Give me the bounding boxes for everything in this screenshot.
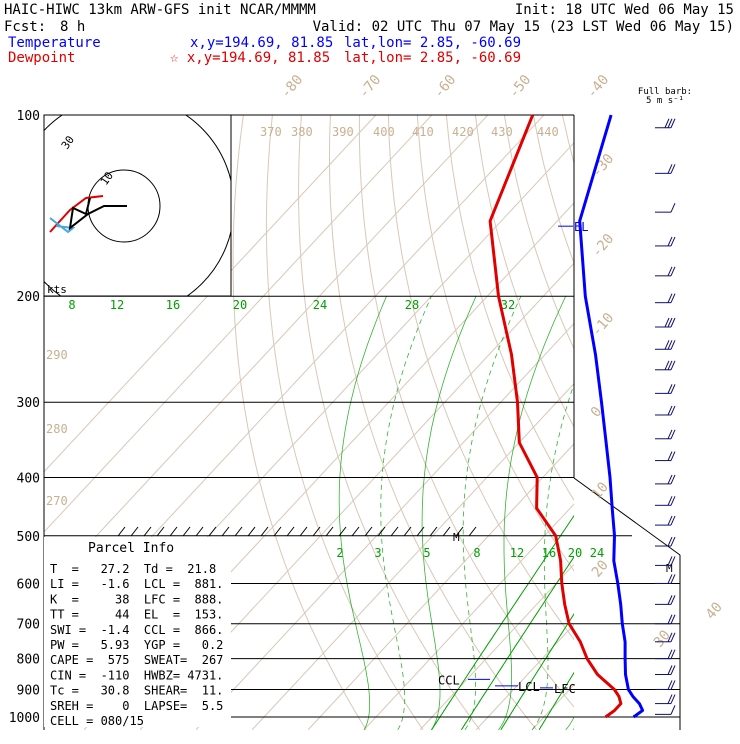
ccl-label: CCL — [438, 673, 460, 687]
valid-time: Valid: 02 UTC Thu 07 May 15 (23 LST Wed … — [313, 19, 734, 35]
mixing-ratio-label-lower: 12 — [510, 546, 524, 560]
lcl-label: LCL — [518, 680, 540, 694]
mixing-ratio-label-lower: 16 — [542, 546, 556, 560]
parcel-info-panel: Parcel Info T = 27.2 Td = 21.8LI = -1.6 … — [44, 537, 231, 728]
parcel-info-rows: T = 27.2 Td = 21.8LI = -1.6 LCL = 881.K … — [50, 562, 223, 728]
theta-label: 370 — [260, 125, 282, 139]
barb-key: Full barb: 5 m s⁻¹ — [638, 87, 692, 106]
pressure-label-300: 300 — [17, 396, 40, 411]
barb-key-line2: 5 m s⁻¹ — [646, 96, 684, 106]
legend-dewpoint-xy: ☆ x,y=194.69, 81.85 — [170, 50, 330, 66]
parcel-row: CELL = 080/15 — [50, 714, 144, 728]
parcel-row: K = 38 LFC = 888. — [50, 592, 223, 606]
parcel-row: SREH = 0 LAPSE= 5.5 — [50, 699, 223, 713]
pressure-label-700: 700 — [17, 618, 40, 633]
parcel-row: T = 27.2 Td = 21.8 — [50, 562, 216, 576]
fcst-label: Fcst: — [4, 19, 46, 35]
pressure-label-800: 800 — [17, 653, 40, 668]
mixing-ratio-label-upper: 28 — [405, 298, 419, 312]
pressure-label-600: 600 — [17, 577, 40, 592]
theta-label-left: 280 — [46, 422, 68, 436]
mixing-ratio-label-lower: 2 — [336, 546, 343, 560]
theta-label: 440 — [537, 125, 559, 139]
pressure-label-900: 900 — [17, 683, 40, 698]
theta-label-left: 290 — [46, 348, 68, 362]
theta-label: 430 — [491, 125, 513, 139]
theta-label: 380 — [291, 125, 313, 139]
parcel-row: PW = 5.93 YGP = 0.2 — [50, 638, 223, 652]
pressure-label-200: 200 — [17, 290, 40, 305]
mixing-ratio-label-upper: 16 — [166, 298, 180, 312]
theta-label: 410 — [412, 125, 434, 139]
lfc-label: LFC — [554, 682, 576, 696]
m-marker-500: M — [453, 531, 460, 544]
mixing-ratio-label-lower: 24 — [590, 546, 604, 560]
mixing-ratio-label-lower: 8 — [473, 546, 480, 560]
legend-dewpoint-latlon: lat,lon= 2.85, -60.69 — [344, 50, 521, 66]
theta-label: 390 — [332, 125, 354, 139]
el-label: EL — [574, 220, 588, 234]
parcel-row: TT = 44 EL = 153. — [50, 608, 223, 622]
pressure-label-500: 500 — [17, 530, 40, 545]
legend-temperature: Temperature — [8, 35, 101, 51]
legend-temperature-xy: x,y=194.69, 81.85 — [190, 35, 333, 51]
legend-dewpoint: Dewpoint — [8, 50, 75, 66]
model-title: HAIC-HIWC 13km ARW-GFS init NCAR/MMMM — [4, 2, 316, 18]
theta-label: 420 — [452, 125, 474, 139]
pressure-label-100: 100 — [17, 109, 40, 124]
init-time: Init: 18 UTC Wed 06 May 15 — [515, 2, 734, 18]
mixing-ratio-label-lower: 3 — [374, 546, 381, 560]
theta-label-left: 270 — [46, 494, 68, 508]
hodograph: 30 10 kts — [14, 96, 234, 316]
pressure-label-1000: 1000 — [9, 711, 40, 726]
theta-label: 400 — [373, 125, 395, 139]
mixing-ratio-label-upper: 12 — [110, 298, 124, 312]
pressure-label-400: 400 — [17, 471, 40, 486]
mixing-ratio-label-lower: 5 — [423, 546, 430, 560]
legend-temperature-latlon: lat,lon= 2.85, -60.69 — [344, 35, 521, 51]
mixing-ratio-label-upper: 20 — [233, 298, 247, 312]
parcel-row: CIN = -110 HWBZ= 4731. — [50, 668, 223, 682]
parcel-row: CAPE = 575 SWEAT= 267 — [50, 653, 223, 667]
hodograph-units: kts — [47, 283, 67, 296]
parcel-row: SWI = -1.4 CCL = 866. — [50, 623, 223, 637]
mixing-ratio-label-lower: 20 — [568, 546, 582, 560]
mixing-ratio-label-upper: 8 — [68, 298, 75, 312]
parcel-info-title: Parcel Info — [88, 541, 174, 556]
parcel-row: Tc = 30.8 SHEAR= 11. — [50, 684, 223, 698]
mixing-ratio-label-upper: 24 — [313, 298, 327, 312]
parcel-row: LI = -1.6 LCL = 881. — [50, 577, 223, 591]
fcst-value: 8 h — [60, 19, 85, 35]
